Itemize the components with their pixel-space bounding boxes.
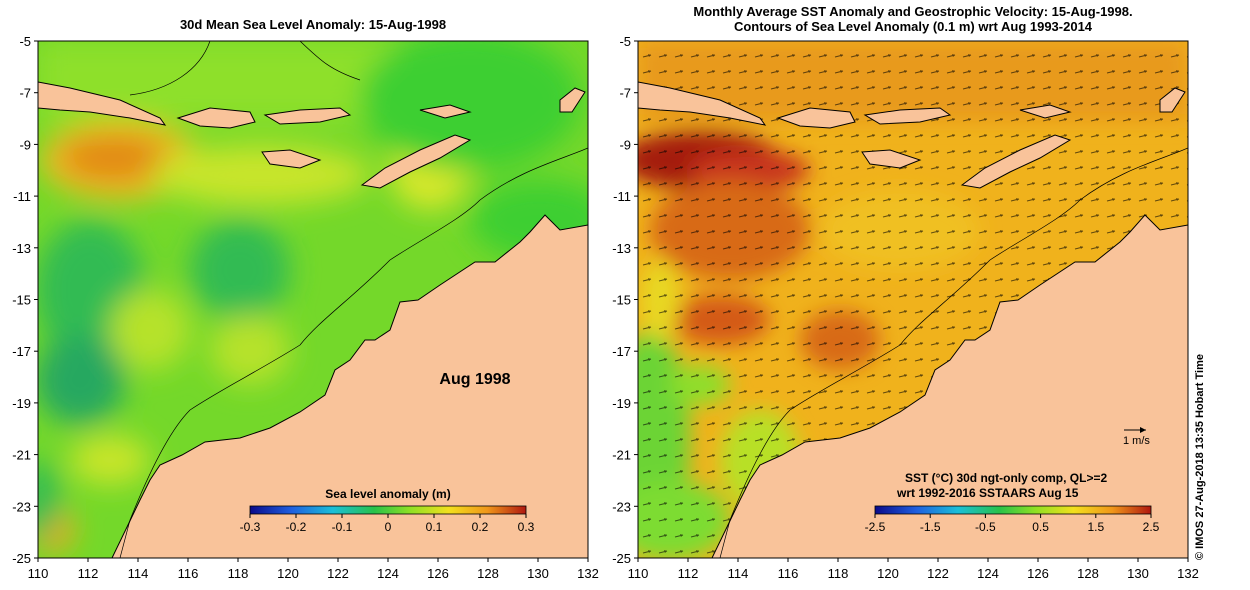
left-map-x-tick-label: 130 [527, 566, 549, 581]
right-map-y-tick-label: -7 [619, 86, 631, 101]
right-map-x-tick-label: 116 [778, 566, 799, 581]
right-map-axes: 110 112 114 116 118 120 122 124 126 128 130 132 -5 -7… [612, 34, 1199, 581]
land-tanimbar [1159, 87, 1186, 113]
right-map-x-tick-label: 114 [728, 566, 749, 581]
left-map-axes: 110 112 114 116 118 120 122 124 126 128 130 132 -5 -7… [12, 34, 599, 581]
land-flores [863, 107, 952, 125]
sea-level-anomaly-map [38, 41, 588, 558]
land-sumbawa [776, 107, 856, 129]
land-wetar [1019, 104, 1072, 119]
sla-colorbar-tick-label: -0.1 [332, 520, 353, 534]
credit-stamp: © IMOS 27-Aug-2018 13:35 Hobart Time [1190, 320, 1212, 560]
land-sumbawa [176, 107, 256, 129]
left-map-y-tick-label: -17 [12, 344, 31, 359]
sst-legend-line2: wrt 1992-2016 SSTAARS Aug 15 [896, 486, 1079, 500]
right-map-y-tick-label: -15 [612, 293, 631, 308]
left-map-x-tick-label: 116 [178, 566, 199, 581]
sla-colorbar-title: Sea level anomaly (m) [325, 487, 450, 501]
sla-field [38, 41, 588, 552]
land-australia [711, 214, 1188, 558]
land-wetar [419, 104, 472, 119]
land-sumba [861, 149, 922, 169]
sla-colorbar-tick-label: 0.2 [472, 520, 489, 534]
right-map-y-tick-label: -25 [612, 551, 631, 566]
land-java [638, 81, 767, 126]
left-map-y-tick-label: -13 [12, 241, 31, 256]
left-map-x-tick-label: 124 [377, 566, 399, 581]
left-map-date-label: Aug 1998 [439, 371, 510, 388]
velocity-scale: 1 m/s [1123, 427, 1150, 447]
land-tanimbar [559, 87, 586, 113]
sla-colorbar-tick-label: 0.1 [426, 520, 443, 534]
left-map-x-tick-label: 110 [28, 566, 49, 581]
sst-colorbar-tick-label: -2.5 [865, 520, 886, 534]
right-map-y-tick-label: -9 [619, 137, 631, 152]
land-timor [960, 134, 1072, 189]
right-map-x-tick-label: 128 [1077, 566, 1099, 581]
sst-colorbar-tick-label: 0.5 [1032, 520, 1049, 534]
right-map-x-tick-label: 112 [678, 566, 699, 581]
left-map-x-tick-label: 122 [327, 566, 349, 581]
land-sumba [261, 149, 322, 169]
left-map-y-tick-label: -9 [19, 137, 31, 152]
land-australia [111, 214, 588, 558]
left-map-y-tick-label: -15 [12, 293, 31, 308]
right-map-y-tick-label: -17 [612, 344, 631, 359]
sst-anomaly-map [638, 41, 1188, 558]
left-map-x-tick-label: 118 [228, 566, 249, 581]
right-map-y-tick-label: -23 [612, 499, 631, 514]
left-map-x-tick-label: 112 [78, 566, 99, 581]
left-map-y-tick-label: -5 [19, 34, 31, 49]
right-map-y-tick-label: -19 [612, 396, 631, 411]
right-map-title: Monthly Average SST Anomaly and Geostrop… [638, 4, 1188, 34]
left-map-y-tick-label: -11 [13, 189, 31, 204]
left-map-x-tick-label: 126 [427, 566, 449, 581]
left-map-y-tick-label: -25 [12, 551, 31, 566]
left-map-y-tick-label: -19 [12, 396, 31, 411]
right-map-x-tick-label: 132 [1177, 566, 1199, 581]
land-flores [263, 107, 352, 125]
sst-colorbar-tick-label: 1.5 [1087, 520, 1104, 534]
left-map-x-tick-label: 120 [277, 566, 299, 581]
left-map-x-tick-label: 128 [477, 566, 499, 581]
right-map-y-tick-label: -21 [612, 448, 631, 463]
land-timor [360, 134, 472, 189]
sst-legend-line1: SST (°C) 30d ngt-only comp, QL>=2 [905, 471, 1107, 485]
sst-colorbar-tick-label: -0.5 [975, 520, 996, 534]
left-map-title: 30d Mean Sea Level Anomaly: 15-Aug-1998 [179, 17, 447, 32]
sst-colorbar: SST (°C) 30d ngt-only comp, QL>=2 wrt 19… [865, 471, 1160, 534]
sla-colorbar-tick-label: -0.3 [240, 520, 261, 534]
right-map-title-line1: Monthly Average SST Anomaly and Geostrop… [693, 4, 1133, 19]
right-map-title-line2: Contours of Sea Level Anomaly (0.1 m) wr… [733, 19, 1093, 34]
left-map-y-tick-label: -23 [12, 499, 31, 514]
left-map-y-tick-label: -21 [12, 448, 31, 463]
sla-colorbar-tick-label: 0 [385, 520, 392, 534]
right-map-x-tick-label: 124 [977, 566, 999, 581]
right-map-y-tick-label: -13 [612, 241, 631, 256]
right-map-x-tick-label: 110 [628, 566, 649, 581]
land-java [38, 81, 167, 126]
left-map-x-tick-label: 114 [128, 566, 149, 581]
velocity-scale-label: 1 m/s [1123, 435, 1150, 447]
left-map-x-tick-label: 132 [577, 566, 599, 581]
right-map-x-tick-label: 118 [828, 566, 849, 581]
sla-colorbar-tick-label: -0.2 [286, 520, 307, 534]
right-map-x-tick-label: 130 [1127, 566, 1149, 581]
sla-colorbar-tick-label: 0.3 [518, 520, 535, 534]
right-map-x-tick-label: 120 [877, 566, 899, 581]
right-map-y-tick-label: -5 [619, 34, 631, 49]
sla-colorbar: Sea level anomaly (m) -0.3 -0.2 -0.1 0 0.1 0.… [240, 487, 535, 534]
right-map-x-tick-label: 122 [927, 566, 949, 581]
right-map-x-tick-label: 126 [1027, 566, 1049, 581]
credit-text: © IMOS 27-Aug-2018 13:35 Hobart Time [1194, 354, 1206, 560]
sst-colorbar-tick-label: -1.5 [920, 520, 941, 534]
sst-colorbar-tick-label: 2.5 [1143, 520, 1160, 534]
left-map-y-tick-label: -7 [19, 86, 31, 101]
right-map-y-tick-label: -11 [613, 189, 631, 204]
